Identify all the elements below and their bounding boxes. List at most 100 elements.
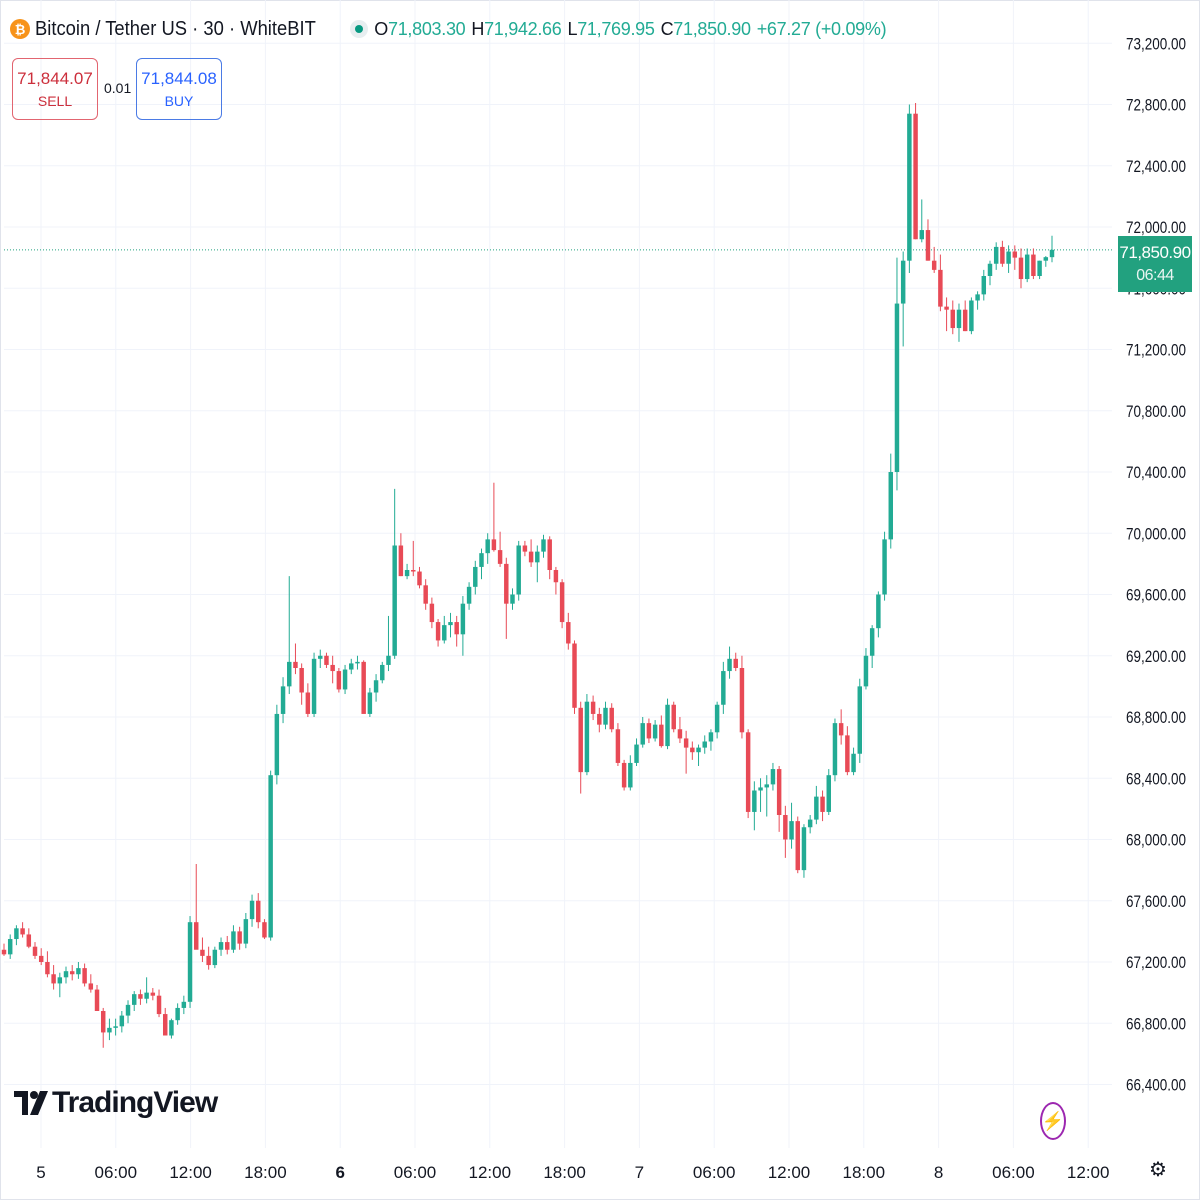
candle-body — [324, 655, 329, 665]
candle-body — [212, 949, 218, 966]
x-tick-label: 18:00 — [244, 1163, 287, 1182]
candle-body — [559, 582, 565, 623]
y-tick-label: 67,600.00 — [1126, 892, 1186, 911]
candle-body — [882, 539, 887, 595]
candle-body — [981, 276, 987, 295]
candle-body — [194, 922, 199, 950]
candle-body — [417, 571, 422, 586]
candle-body — [702, 741, 707, 748]
candle-body — [454, 622, 459, 635]
candle-body — [838, 723, 844, 736]
candle-body — [863, 655, 869, 687]
x-tick-label: 8 — [934, 1163, 943, 1182]
candle-body — [745, 732, 751, 812]
high-label: H — [471, 18, 485, 39]
tradingview-logo-icon — [14, 1091, 48, 1115]
candle-body — [975, 294, 980, 301]
candle-body — [119, 1015, 125, 1027]
candle-body — [876, 594, 881, 629]
candle-body — [380, 664, 385, 681]
candle-body — [944, 306, 949, 310]
candle-body — [832, 723, 838, 776]
candle-body — [460, 603, 466, 635]
symbol-title[interactable]: Bitcoin / Tether US · 30 · WhiteBIT — [35, 17, 316, 40]
candle-body — [156, 995, 162, 1015]
candle-body — [535, 551, 540, 563]
y-tick-label: 70,400.00 — [1126, 463, 1186, 482]
candle-body — [739, 668, 745, 733]
candle-body — [63, 971, 69, 978]
candle-body — [32, 946, 38, 956]
candle-body — [603, 707, 608, 725]
candle-body — [795, 821, 800, 871]
x-tick-label: 6 — [335, 1163, 344, 1182]
market-status-icon[interactable] — [350, 20, 369, 38]
candle-body — [448, 622, 453, 626]
candle-body — [386, 655, 391, 665]
candle-body — [683, 738, 689, 748]
x-tick-label: 06:00 — [394, 1163, 437, 1182]
candle-body — [708, 732, 714, 742]
y-tick-label: 73,200.00 — [1126, 34, 1186, 53]
x-tick-label: 12:00 — [469, 1163, 512, 1182]
gear-icon[interactable]: ⚙ — [1149, 1159, 1167, 1181]
candle-body — [584, 701, 590, 773]
sell-button[interactable]: 71,844.07 SELL — [12, 58, 98, 120]
candle-body — [293, 661, 298, 668]
lightning-icon[interactable]: ⚡ — [1040, 1102, 1066, 1140]
candle-body — [931, 260, 937, 270]
tradingview-logo[interactable]: TradingView — [14, 1086, 218, 1120]
bitcoin-icon: ₿ — [10, 19, 30, 39]
candle-body — [783, 815, 788, 840]
y-tick-label: 72,800.00 — [1126, 96, 1186, 115]
candle-body — [789, 821, 794, 840]
buy-button[interactable]: 71,844.08 BUY — [136, 58, 222, 120]
x-tick-label: 12:00 — [768, 1163, 811, 1182]
candle-body — [851, 753, 856, 773]
candle-body — [987, 263, 993, 276]
candle-body — [696, 747, 701, 753]
open-label: O — [374, 18, 388, 39]
candle-body — [776, 769, 782, 815]
candle-body — [435, 622, 441, 641]
candle-body — [330, 664, 335, 672]
candle-body — [1018, 257, 1024, 280]
candle-body — [888, 472, 894, 540]
candle-body — [262, 922, 267, 938]
candle-body — [305, 692, 311, 714]
candle-body — [373, 680, 379, 693]
candle-body — [714, 704, 720, 733]
candle-body — [919, 230, 925, 240]
low-value: 71,769.95 — [577, 18, 655, 39]
candle-body — [690, 747, 695, 753]
candle-body — [88, 983, 94, 990]
candle-body — [392, 545, 397, 656]
candle-body — [1000, 246, 1005, 264]
candle-body — [249, 900, 255, 920]
candle-body — [442, 625, 447, 641]
x-tick-label: 18:00 — [843, 1163, 886, 1182]
candle-body — [218, 942, 224, 950]
candle-body — [231, 931, 236, 950]
y-tick-label: 67,200.00 — [1126, 953, 1186, 972]
candle-body — [473, 566, 478, 587]
candle-body — [336, 671, 342, 690]
tradingview-logo-text: TradingView — [52, 1086, 218, 1119]
candle-body — [76, 968, 81, 975]
y-tick-label: 68,400.00 — [1126, 769, 1186, 788]
candle-body — [485, 539, 490, 554]
candle-body — [479, 553, 484, 567]
candle-body — [913, 113, 918, 240]
candle-body — [150, 992, 156, 996]
y-tick-label: 68,000.00 — [1126, 831, 1186, 850]
x-tick-label: 06:00 — [693, 1163, 736, 1182]
symbol-header[interactable]: ₿ Bitcoin / Tether US · 30 · WhiteBIT O 7… — [10, 14, 887, 44]
candle-body — [429, 603, 435, 623]
candle-body — [169, 1020, 174, 1036]
candle-body — [274, 713, 280, 776]
candle-body — [1006, 251, 1011, 264]
candle-body — [243, 919, 249, 944]
candle-body — [597, 713, 602, 725]
candle-body — [38, 955, 44, 962]
